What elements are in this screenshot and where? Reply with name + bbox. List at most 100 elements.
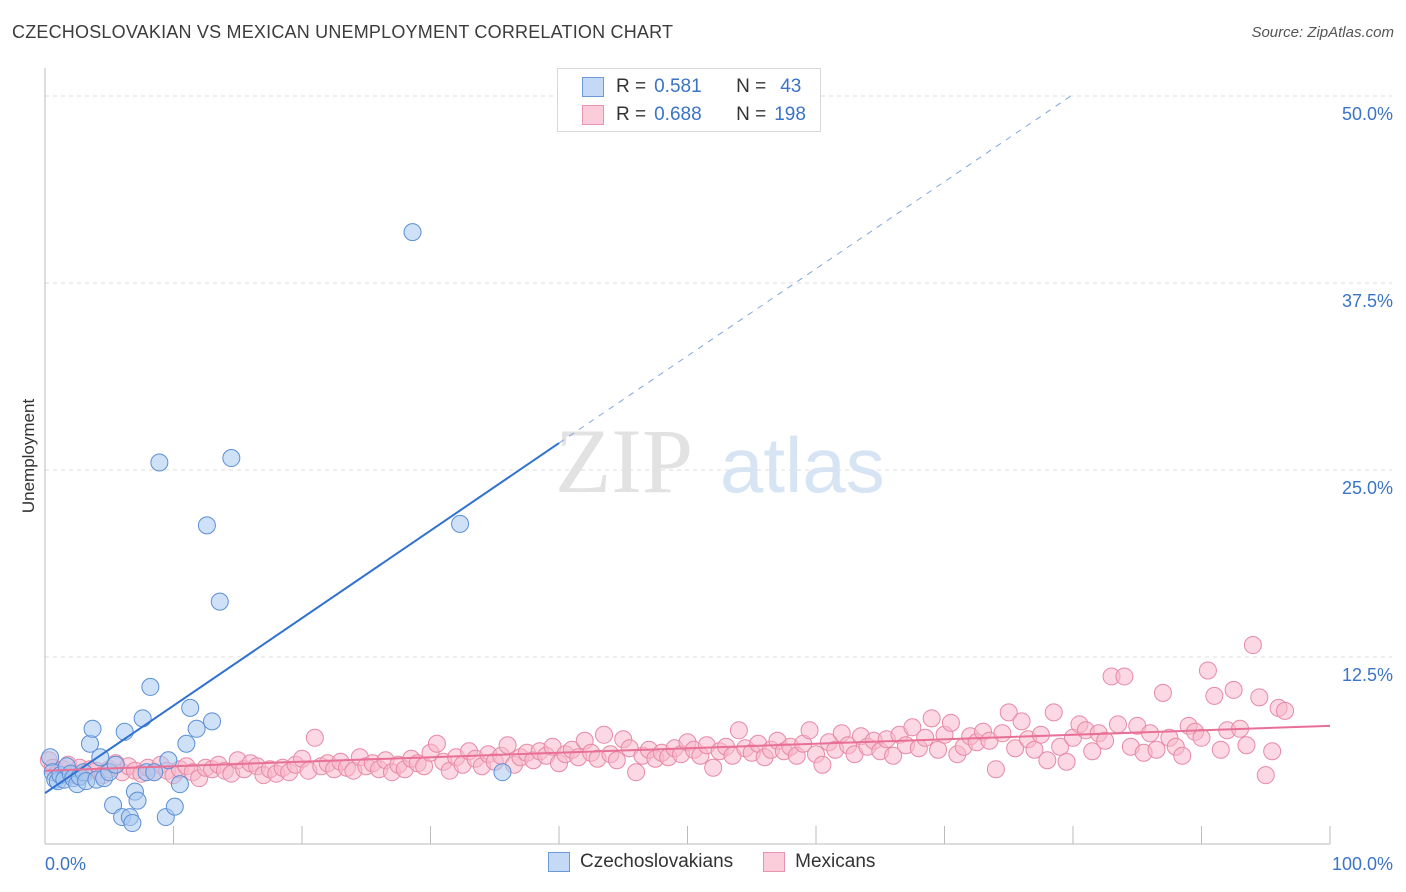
grid (45, 95, 1392, 658)
data-point-czechoslovakians (106, 755, 125, 774)
data-point-mexicans (903, 718, 922, 737)
legend-n-label: N = (736, 76, 767, 97)
data-point-mexicans (1237, 736, 1256, 755)
data-point-mexicans (627, 763, 646, 782)
legend-label-czechoslovakians: Czechoslovakians (580, 851, 734, 872)
legend-r-value: 0.581 (654, 76, 702, 97)
y-axis-label: Unemployment (19, 399, 38, 514)
x-tick-label: 100.0% (1332, 854, 1393, 874)
data-point-mexicans (1057, 752, 1076, 771)
data-point-mexicans (1006, 739, 1025, 758)
data-point-czechoslovakians (128, 791, 147, 810)
data-point-mexicans (1276, 701, 1295, 720)
tick-labels: 12.5% 25.0% 37.5% 50.0% 0.0% 100.0% (45, 104, 1393, 874)
data-points (39, 223, 1295, 833)
legend-r-value: 0.688 (654, 104, 702, 125)
trend-line-czechoslovakians (44, 442, 560, 794)
data-point-czechoslovakians (41, 748, 60, 767)
data-point-mexicans (922, 709, 941, 728)
data-point-mexicans (1051, 737, 1070, 756)
data-point-czechoslovakians (403, 223, 422, 242)
trend-lines (44, 94, 1331, 794)
y-tick-label: 50.0% (1342, 104, 1393, 124)
axes (44, 68, 1331, 845)
data-point-mexicans (1250, 688, 1269, 707)
y-tick-label: 25.0% (1342, 478, 1393, 498)
legend-row-czechoslovakians: R = 0.581 N = 43 (558, 73, 801, 101)
data-point-czechoslovakians (210, 592, 229, 611)
y-tick-label: 37.5% (1342, 291, 1393, 311)
data-point-mexicans (1263, 742, 1282, 761)
data-point-mexicans (800, 721, 819, 740)
data-point-czechoslovakians (203, 712, 222, 731)
data-point-mexicans (1044, 703, 1063, 722)
legend-n-label: N = (736, 104, 767, 125)
data-point-czechoslovakians (170, 775, 189, 794)
data-point-mexicans (941, 713, 960, 732)
legend-swatch-blue (548, 852, 570, 872)
watermark-atlas: atlas (720, 421, 885, 509)
data-point-mexicans (704, 758, 723, 777)
watermark: ZIP atlas (555, 410, 885, 512)
legend-swatch-pink (582, 105, 604, 125)
data-point-czechoslovakians (150, 453, 169, 472)
data-point-czechoslovakians (165, 797, 184, 816)
data-point-czechoslovakians (493, 763, 512, 782)
data-point-czechoslovakians (104, 796, 123, 815)
data-point-mexicans (1096, 731, 1115, 750)
data-point-czechoslovakians (197, 516, 216, 535)
legend-r-label: R = (616, 76, 647, 97)
data-point-mexicans (986, 760, 1005, 779)
correlation-legend: R = 0.581 N = 43 R = 0.688 N = 198 (557, 68, 821, 132)
trend-line-czechoslovakians-extension (558, 94, 1074, 444)
data-point-mexicans (427, 734, 446, 753)
data-point-czechoslovakians (123, 814, 142, 833)
data-point-mexicans (1205, 686, 1224, 705)
data-point-mexicans (1147, 740, 1166, 759)
data-point-mexicans (1198, 661, 1217, 680)
watermark-zip: ZIP (555, 410, 693, 512)
data-point-mexicans (1256, 766, 1275, 785)
data-point-mexicans (1224, 680, 1243, 699)
legend-n-value: 43 (780, 76, 802, 97)
data-point-mexicans (993, 724, 1012, 743)
data-point-mexicans (813, 755, 832, 774)
data-point-mexicans (1115, 667, 1134, 686)
y-tick-label: 12.5% (1342, 665, 1393, 685)
data-point-mexicans (1192, 728, 1211, 747)
data-point-czechoslovakians (133, 709, 152, 728)
legend-n-value: 198 (774, 104, 806, 125)
data-point-mexicans (594, 725, 613, 744)
data-point-czechoslovakians (187, 719, 206, 738)
data-point-mexicans (1108, 715, 1127, 734)
data-point-mexicans (305, 728, 324, 747)
x-tick-label: 0.0% (45, 854, 86, 874)
data-point-mexicans (729, 721, 748, 740)
data-point-czechoslovakians (177, 734, 196, 753)
data-point-mexicans (1038, 751, 1057, 770)
legend-swatch-blue (582, 77, 604, 97)
data-point-mexicans (1243, 636, 1262, 655)
series-legend: Czechoslovakians Mexicans (548, 851, 905, 873)
data-point-mexicans (1083, 742, 1102, 761)
legend-swatch-pink (763, 852, 786, 872)
data-point-mexicans (1025, 740, 1044, 759)
chart-source: Source: ZipAtlas.com (1251, 24, 1394, 41)
data-point-mexicans (916, 728, 935, 747)
data-point-mexicans (1012, 712, 1031, 731)
legend-label-mexicans: Mexicans (795, 851, 876, 872)
trend-line-mexicans (44, 724, 1331, 772)
data-point-czechoslovakians (181, 698, 200, 717)
legend-item-mexicans[interactable]: Mexicans (763, 851, 875, 873)
chart-title: CZECHOSLOVAKIAN VS MEXICAN UNEMPLOYMENT … (12, 22, 674, 42)
data-point-mexicans (1211, 740, 1230, 759)
data-point-mexicans (999, 703, 1018, 722)
data-point-czechoslovakians (222, 449, 241, 468)
data-point-mexicans (929, 740, 948, 759)
data-point-czechoslovakians (141, 677, 160, 696)
legend-item-czechoslovakians[interactable]: Czechoslovakians (548, 851, 733, 873)
data-point-czechoslovakians (83, 719, 102, 738)
data-point-mexicans (607, 751, 626, 770)
legend-row-mexicans: R = 0.688 N = 198 (558, 101, 806, 129)
